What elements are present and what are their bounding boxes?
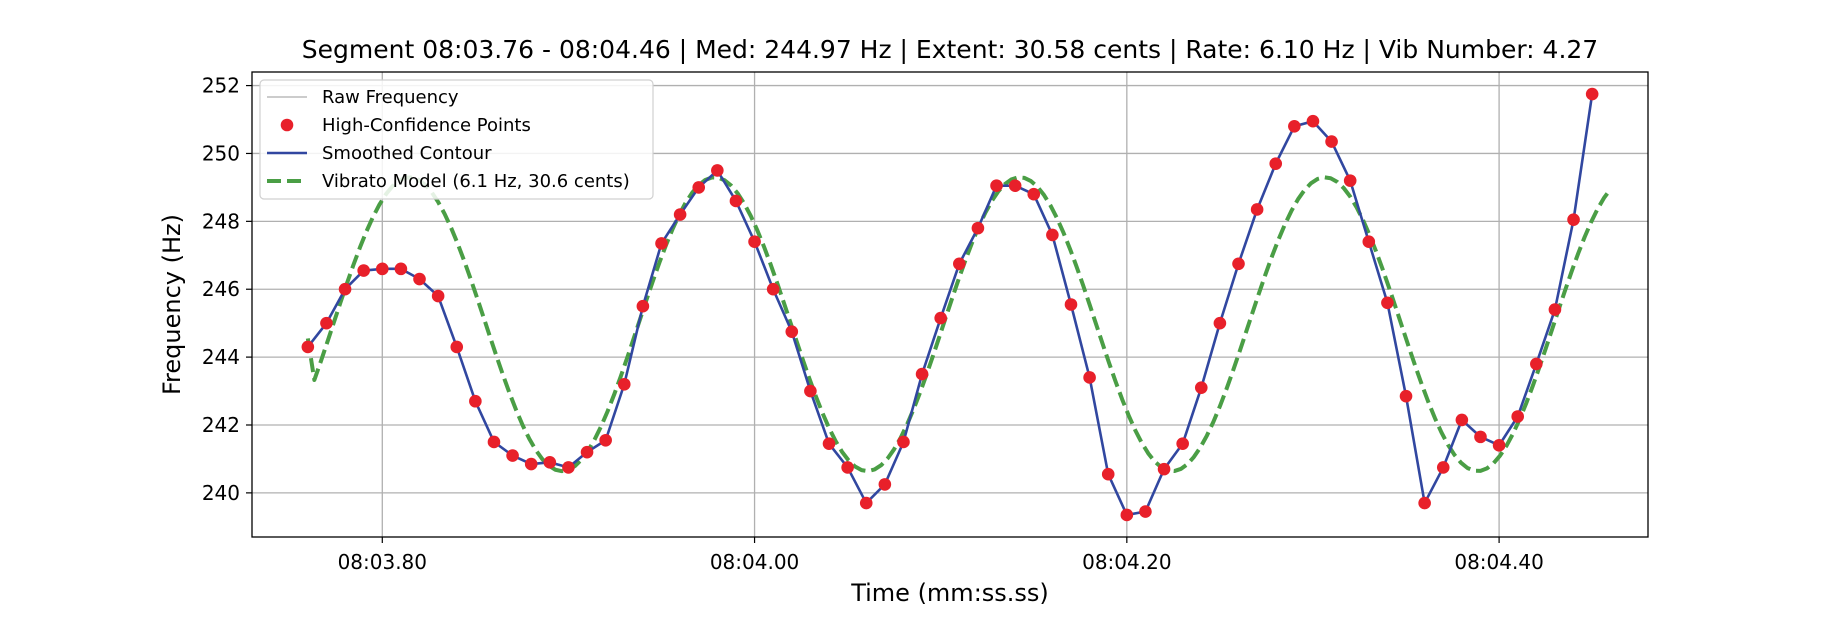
high-confidence-point bbox=[915, 367, 929, 381]
y-tick-label: 246 bbox=[202, 277, 240, 301]
high-confidence-point bbox=[804, 384, 817, 398]
high-confidence-point bbox=[1567, 213, 1580, 226]
high-confidence-point bbox=[543, 456, 557, 469]
high-confidence-point bbox=[469, 394, 482, 408]
high-confidence-point bbox=[431, 289, 445, 303]
high-confidence-point bbox=[1288, 120, 1301, 133]
y-tick-label: 248 bbox=[202, 209, 240, 233]
x-axis-label: Time (mm:ss.ss) bbox=[850, 579, 1049, 607]
high-confidence-point bbox=[357, 264, 370, 277]
high-confidence-point bbox=[1306, 114, 1320, 128]
y-tick-label: 252 bbox=[202, 74, 240, 98]
high-confidence-point bbox=[1418, 496, 1431, 510]
high-confidence-point bbox=[580, 445, 594, 459]
high-confidence-point bbox=[1343, 174, 1357, 187]
high-confidence-point bbox=[617, 377, 631, 391]
high-confidence-point bbox=[1064, 298, 1078, 311]
high-confidence-point bbox=[1194, 381, 1208, 394]
high-confidence-point bbox=[897, 435, 910, 449]
high-confidence-point bbox=[1474, 430, 1487, 444]
y-axis: 240 242 244 246 248 250 252 bbox=[202, 74, 252, 505]
high-confidence-point bbox=[1530, 357, 1543, 371]
high-confidence-point bbox=[748, 235, 761, 249]
legend-entry-label: Raw Frequency bbox=[322, 87, 459, 108]
high-confidence-point bbox=[1548, 303, 1562, 316]
high-confidence-point bbox=[506, 449, 519, 462]
high-confidence-point bbox=[394, 262, 408, 276]
high-confidence-point bbox=[971, 221, 985, 235]
high-confidence-point bbox=[1213, 316, 1227, 330]
high-confidence-point bbox=[320, 316, 333, 330]
high-confidence-point bbox=[1399, 389, 1413, 403]
y-tick-label: 240 bbox=[202, 481, 240, 505]
high-confidence-point bbox=[1250, 203, 1264, 216]
high-confidence-point bbox=[375, 262, 389, 276]
high-confidence-point bbox=[729, 194, 743, 208]
high-confidence-point bbox=[692, 181, 706, 194]
high-confidence-point bbox=[338, 282, 352, 296]
high-confidence-point bbox=[301, 340, 315, 354]
high-confidence-point bbox=[1101, 467, 1115, 481]
high-confidence-point bbox=[1008, 179, 1022, 193]
high-confidence-point bbox=[1436, 461, 1450, 474]
high-confidence-point bbox=[785, 325, 799, 338]
high-confidence-point bbox=[1269, 157, 1283, 170]
high-confidence-point bbox=[953, 257, 966, 271]
legend: Raw Frequency High-Confidence Points Smoot… bbox=[259, 79, 654, 200]
high-confidence-point bbox=[1511, 410, 1525, 423]
high-confidence-point bbox=[655, 237, 668, 250]
high-confidence-point bbox=[1492, 439, 1506, 452]
high-confidence-point bbox=[1232, 257, 1245, 271]
x-tick-label: 08:04.40 bbox=[1454, 550, 1543, 574]
high-confidence-point bbox=[1455, 413, 1469, 427]
high-confidence-point bbox=[599, 433, 612, 447]
series-layer bbox=[301, 87, 1613, 522]
y-axis-label: Frequency (Hz) bbox=[158, 214, 186, 395]
high-confidence-point bbox=[878, 478, 892, 491]
legend-entry-label: High-Confidence Points bbox=[322, 115, 531, 136]
high-confidence-point bbox=[1176, 437, 1189, 450]
high-confidence-point bbox=[1362, 235, 1376, 249]
high-confidence-point bbox=[859, 496, 873, 510]
high-confidence-point bbox=[1120, 508, 1134, 522]
smoothed-contour-line bbox=[306, 93, 1594, 517]
legend-entry-label: Smoothed Contour bbox=[322, 143, 492, 164]
high-confidence-point bbox=[1027, 187, 1041, 201]
y-tick-label: 250 bbox=[202, 141, 240, 165]
high-confidence-point bbox=[934, 311, 947, 325]
x-tick-label: 08:03.80 bbox=[338, 550, 427, 574]
y-tick-label: 244 bbox=[202, 345, 240, 369]
high-confidence-point bbox=[711, 164, 724, 177]
high-confidence-point bbox=[822, 437, 836, 450]
legend-entry-label: Vibrato Model (6.1 Hz, 30.6 cents) bbox=[322, 171, 630, 192]
legend-box bbox=[259, 79, 654, 200]
high-confidence-point bbox=[990, 179, 1003, 193]
high-confidence-point bbox=[450, 340, 464, 354]
high-confidence-point bbox=[562, 461, 575, 474]
legend-marker-points bbox=[280, 118, 294, 132]
high-confidence-point bbox=[524, 457, 538, 471]
chart-title: Segment 08:03.76 - 08:04.46 | Med: 244.9… bbox=[302, 35, 1598, 64]
high-confidence-point bbox=[1139, 505, 1152, 518]
high-confidence-point bbox=[1585, 87, 1599, 101]
high-confidence-point bbox=[1046, 228, 1059, 242]
high-confidence-point bbox=[766, 282, 780, 296]
plot-frame bbox=[251, 71, 1649, 538]
high-confidence-point bbox=[636, 299, 650, 313]
x-tick-label: 08:04.00 bbox=[710, 550, 799, 574]
high-confidence-point bbox=[673, 208, 687, 221]
high-confidence-point bbox=[1325, 135, 1338, 148]
high-confidence-point bbox=[1381, 296, 1394, 310]
vibrato-model-line bbox=[305, 175, 1613, 474]
high-confidence-point bbox=[1083, 371, 1096, 384]
x-tick-label: 08:04.20 bbox=[1082, 550, 1171, 574]
x-axis: 08:03.80 08:04.00 08:04.20 08:04.40 bbox=[338, 537, 1544, 574]
high-confidence-point bbox=[413, 272, 426, 286]
high-confidence-point bbox=[1157, 462, 1171, 476]
y-tick-label: 242 bbox=[202, 413, 240, 437]
high-confidence-point bbox=[487, 435, 501, 449]
high-confidence-point bbox=[841, 461, 854, 474]
